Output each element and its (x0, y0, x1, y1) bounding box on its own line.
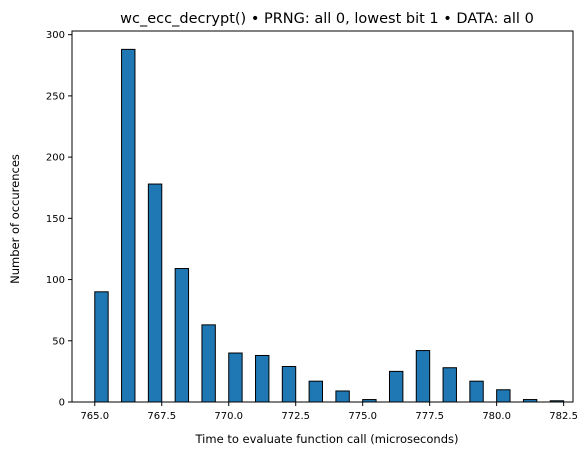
histogram-bar (335, 390, 350, 403)
histogram-bar (174, 268, 190, 403)
y-tick-label: 100 (46, 275, 65, 286)
histogram-bar (496, 389, 511, 403)
histogram-bar (415, 350, 431, 403)
x-tick-label: 770.0 (214, 411, 243, 422)
y-tick-label: 50 (52, 336, 65, 347)
histogram-bar (255, 354, 270, 403)
bars-group (94, 48, 565, 403)
x-tick-label: 775.0 (348, 411, 377, 422)
y-axis-ticks: 0 50 100 150 200 250 300 (46, 30, 72, 409)
x-tick-label: 765.0 (80, 411, 109, 422)
x-axis-ticks: 765.0 767.5 770.0 772.5 775.0 777.5 780.0 782.5 (80, 402, 578, 422)
histogram-bar (388, 370, 404, 403)
y-tick-label: 0 (59, 398, 65, 409)
x-tick-label: 780.0 (482, 411, 511, 422)
x-tick-label: 772.5 (281, 411, 310, 422)
histogram-bar (147, 183, 163, 403)
histogram-bar (308, 380, 324, 403)
histogram-bar (442, 367, 457, 403)
histogram-bar (281, 365, 297, 403)
plot-frame (71, 30, 574, 403)
y-axis-label: Number of occurences (8, 154, 22, 284)
y-tick-label: 300 (46, 30, 65, 41)
x-axis-label: Time to evaluate function call (microsec… (195, 432, 459, 446)
histogram-bar (121, 48, 136, 403)
chart-title: wc_ecc_decrypt() • PRNG: all 0, lowest b… (120, 11, 534, 27)
histogram-bar (469, 380, 484, 403)
x-tick-label: 777.5 (415, 411, 444, 422)
x-tick-label: 767.5 (147, 411, 176, 422)
histogram-bar (94, 291, 109, 403)
y-tick-label: 250 (46, 91, 65, 102)
x-tick-label: 782.5 (549, 411, 578, 422)
y-tick-label: 150 (46, 214, 65, 225)
histogram-bar (201, 324, 216, 403)
histogram-bar (228, 352, 243, 403)
y-tick-label: 200 (46, 153, 65, 164)
